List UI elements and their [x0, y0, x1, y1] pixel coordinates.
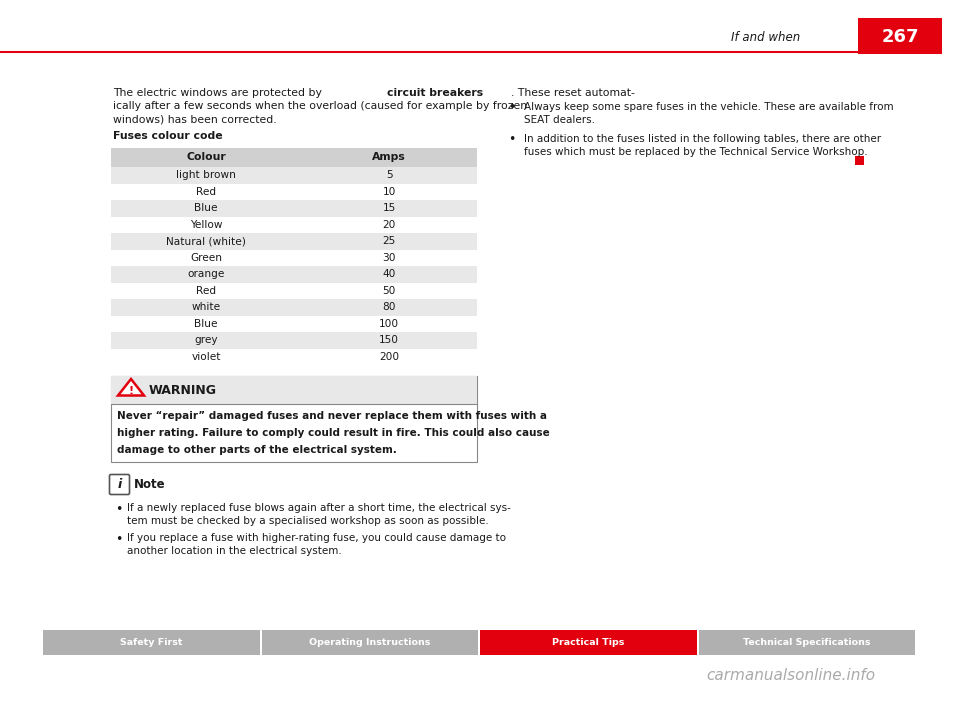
Text: 100: 100 — [379, 319, 399, 329]
Text: fuses which must be replaced by the Technical Service Workshop.: fuses which must be replaced by the Tech… — [524, 147, 868, 157]
Text: Yellow: Yellow — [190, 219, 223, 230]
Text: orange: orange — [187, 269, 225, 279]
Text: Amps: Amps — [372, 153, 406, 163]
Text: windows) has been corrected.: windows) has been corrected. — [113, 114, 276, 124]
FancyBboxPatch shape — [111, 184, 477, 200]
Text: 150: 150 — [379, 335, 399, 346]
Text: Always keep some spare fuses in the vehicle. These are available from: Always keep some spare fuses in the vehi… — [524, 102, 894, 112]
Text: grey: grey — [194, 335, 218, 346]
FancyBboxPatch shape — [111, 283, 477, 299]
Text: Fuses colour code: Fuses colour code — [113, 131, 223, 141]
FancyBboxPatch shape — [111, 376, 477, 404]
Text: Colour: Colour — [186, 153, 226, 163]
Text: 25: 25 — [382, 236, 396, 246]
Text: Red: Red — [196, 286, 216, 296]
Text: circuit breakers: circuit breakers — [387, 88, 483, 98]
FancyBboxPatch shape — [111, 233, 477, 250]
Text: Practical Tips: Practical Tips — [552, 638, 624, 647]
Text: Blue: Blue — [195, 319, 218, 329]
FancyBboxPatch shape — [111, 250, 477, 266]
Text: carmanualsonline.info: carmanualsonline.info — [706, 669, 875, 683]
Text: Green: Green — [190, 253, 222, 263]
Text: higher rating. Failure to comply could result in fire. This could also cause: higher rating. Failure to comply could r… — [117, 428, 550, 438]
Text: 40: 40 — [382, 269, 396, 279]
Text: •: • — [508, 132, 516, 146]
Text: light brown: light brown — [177, 170, 236, 180]
Text: tem must be checked by a specialised workshop as soon as possible.: tem must be checked by a specialised wor… — [127, 516, 489, 526]
Text: damage to other parts of the electrical system.: damage to other parts of the electrical … — [117, 445, 396, 455]
Text: Note: Note — [134, 478, 166, 491]
Text: 80: 80 — [382, 302, 396, 312]
Text: !: ! — [129, 386, 133, 396]
Text: ically after a few seconds when the overload (caused for example by frozen: ically after a few seconds when the over… — [113, 101, 527, 111]
Text: •: • — [115, 533, 122, 546]
Text: 50: 50 — [382, 286, 396, 296]
Text: •: • — [115, 503, 122, 516]
Text: SEAT dealers.: SEAT dealers. — [524, 115, 595, 125]
Text: •: • — [508, 100, 516, 114]
FancyBboxPatch shape — [858, 18, 942, 54]
FancyBboxPatch shape — [111, 200, 477, 217]
Text: Safety First: Safety First — [120, 638, 182, 647]
FancyBboxPatch shape — [111, 148, 477, 167]
Text: 5: 5 — [386, 170, 393, 180]
Polygon shape — [118, 379, 144, 395]
Text: Natural (white): Natural (white) — [166, 236, 246, 246]
FancyBboxPatch shape — [111, 266, 477, 283]
Text: If you replace a fuse with higher-rating fuse, you could cause damage to: If you replace a fuse with higher-rating… — [127, 533, 506, 543]
Text: If and when: If and when — [731, 31, 800, 44]
Text: If a newly replaced fuse blows again after a short time, the electrical sys-: If a newly replaced fuse blows again aft… — [127, 503, 511, 513]
FancyBboxPatch shape — [111, 332, 477, 348]
Text: violet: violet — [191, 352, 221, 362]
FancyBboxPatch shape — [111, 348, 477, 365]
Text: 10: 10 — [382, 186, 396, 197]
Text: Blue: Blue — [195, 203, 218, 213]
FancyBboxPatch shape — [480, 630, 697, 655]
FancyBboxPatch shape — [109, 475, 130, 494]
Text: another location in the electrical system.: another location in the electrical syste… — [127, 546, 342, 556]
Text: 15: 15 — [382, 203, 396, 213]
Text: Technical Specifications: Technical Specifications — [743, 638, 871, 647]
Text: Operating Instructions: Operating Instructions — [309, 638, 430, 647]
Text: white: white — [192, 302, 221, 312]
FancyBboxPatch shape — [699, 630, 915, 655]
Text: 30: 30 — [382, 253, 396, 263]
FancyBboxPatch shape — [855, 156, 864, 165]
FancyBboxPatch shape — [111, 299, 477, 315]
Text: The electric windows are protected by: The electric windows are protected by — [113, 88, 325, 98]
Text: 20: 20 — [382, 219, 396, 230]
FancyBboxPatch shape — [111, 376, 477, 462]
FancyBboxPatch shape — [261, 630, 478, 655]
Text: 267: 267 — [881, 28, 919, 46]
Text: Never “repair” damaged fuses and never replace them with fuses with a: Never “repair” damaged fuses and never r… — [117, 411, 547, 421]
FancyBboxPatch shape — [43, 630, 259, 655]
Text: Red: Red — [196, 186, 216, 197]
Text: . These reset automat-: . These reset automat- — [511, 88, 635, 98]
FancyBboxPatch shape — [111, 217, 477, 233]
Text: 200: 200 — [379, 352, 399, 362]
Text: WARNING: WARNING — [149, 383, 217, 397]
Text: In addition to the fuses listed in the following tables, there are other: In addition to the fuses listed in the f… — [524, 134, 881, 144]
FancyBboxPatch shape — [111, 315, 477, 332]
FancyBboxPatch shape — [111, 167, 477, 184]
Text: i: i — [117, 478, 122, 491]
